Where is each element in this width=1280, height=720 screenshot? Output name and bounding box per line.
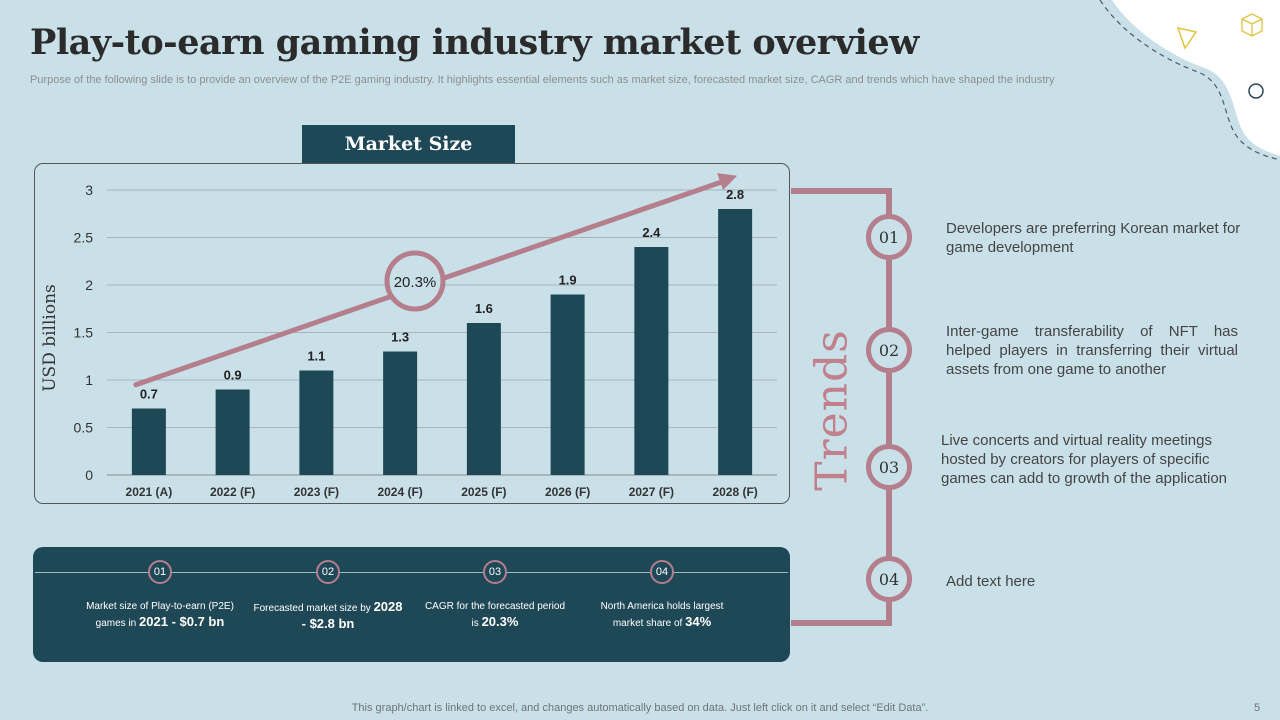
trend-number-4: 04 — [866, 556, 912, 602]
bar — [466, 323, 501, 475]
bar — [550, 294, 585, 475]
y-tick-label: 2.5 — [74, 230, 94, 246]
stat-1: Market size of Play-to-earn (P2E) games … — [85, 599, 235, 631]
x-tick-label: 2027 (F) — [629, 485, 674, 499]
stat-number-4: 04 — [650, 560, 674, 584]
stat-4-text: North America holds largest market share… — [600, 601, 724, 629]
footer-note: This graph/chart is linked to excel, and… — [351, 702, 929, 714]
trend-arrow-head — [717, 173, 738, 191]
trend-number-3: 03 — [866, 444, 912, 490]
stat-4-highlight: 34% — [685, 614, 712, 629]
stat-3-text: CAGR for the forecasted period is — [424, 601, 566, 629]
x-tick-label: 2026 (F) — [545, 485, 590, 499]
cube-icon — [1241, 13, 1263, 37]
page-subtitle: Purpose of the following slide is to pro… — [30, 74, 1055, 86]
cagr-circle — [384, 250, 446, 312]
stat-4: North America holds largest market share… — [587, 599, 737, 631]
stat-number-3: 03 — [483, 560, 507, 584]
data-label: 1.3 — [391, 330, 409, 345]
data-label: 2.8 — [726, 187, 744, 202]
data-label: 2.4 — [642, 225, 661, 240]
page-number: 5 — [1254, 702, 1261, 714]
trend-text-3: Live concerts and virtual reality meetin… — [941, 432, 1228, 487]
data-label: 0.7 — [140, 387, 158, 402]
bar — [634, 247, 669, 475]
y-tick-label: 1.5 — [74, 325, 94, 341]
stats-divider — [35, 572, 788, 573]
stat-3-highlight: 20.3% — [481, 614, 519, 629]
x-tick-label: 2022 (F) — [210, 485, 255, 499]
cagr-annotation: 20.3% — [394, 274, 437, 291]
trends-heading: Trends — [806, 329, 858, 491]
stat-1-text: Market size of Play-to-earn (P2E) games … — [86, 601, 234, 629]
stat-number-1: 01 — [148, 560, 172, 584]
trend-text-2: Inter-game transferability of NFT has he… — [946, 323, 1238, 378]
chart-header: Market Size — [302, 125, 515, 163]
bar — [215, 389, 250, 475]
trend-text-4: Add text here — [946, 573, 1036, 590]
circle-icon — [1248, 83, 1264, 99]
data-label: 0.9 — [224, 368, 242, 383]
trend-text-1: Developers are preferring Korean market … — [946, 220, 1241, 256]
y-tick-label: 0.5 — [74, 420, 94, 436]
data-label: 1.6 — [475, 301, 493, 316]
stat-1-highlight: 2021 - $0.7 bn — [139, 614, 225, 629]
y-tick-label: 3 — [85, 182, 93, 198]
y-tick-label: 1 — [85, 372, 93, 388]
stat-3: CAGR for the forecasted period is 20.3% — [420, 599, 570, 631]
chart-frame — [34, 163, 790, 504]
trend-number-2: 02 — [866, 327, 912, 373]
x-tick-label: 2024 (F) — [377, 485, 422, 499]
page-title: Play-to-earn gaming industry market over… — [30, 22, 919, 63]
trend-number-1: 01 — [866, 214, 912, 260]
data-label: 1.1 — [307, 349, 325, 364]
bar — [299, 370, 334, 475]
stat-number-2: 02 — [316, 560, 340, 584]
bar — [718, 209, 753, 475]
data-label: 1.9 — [559, 273, 577, 288]
stat-2-text: Forecasted market size by — [253, 603, 371, 614]
x-tick-label: 2021 (A) — [126, 485, 173, 499]
triangle-icon — [1176, 26, 1198, 50]
x-tick-label: 2023 (F) — [294, 485, 339, 499]
x-tick-label: 2028 (F) — [712, 485, 757, 499]
y-tick-label: 0 — [85, 467, 93, 483]
key-stats-panel: 01 Market size of Play-to-earn (P2E) gam… — [33, 547, 790, 662]
x-tick-label: 2025 (F) — [461, 485, 506, 499]
stat-2-highlight: 2028 - $2.8 bn — [301, 599, 403, 631]
y-tick-label: 2 — [85, 277, 93, 293]
bar — [383, 351, 418, 475]
stat-2: Forecasted market size by 2028 - $2.8 bn — [253, 599, 403, 633]
bar — [131, 408, 166, 475]
